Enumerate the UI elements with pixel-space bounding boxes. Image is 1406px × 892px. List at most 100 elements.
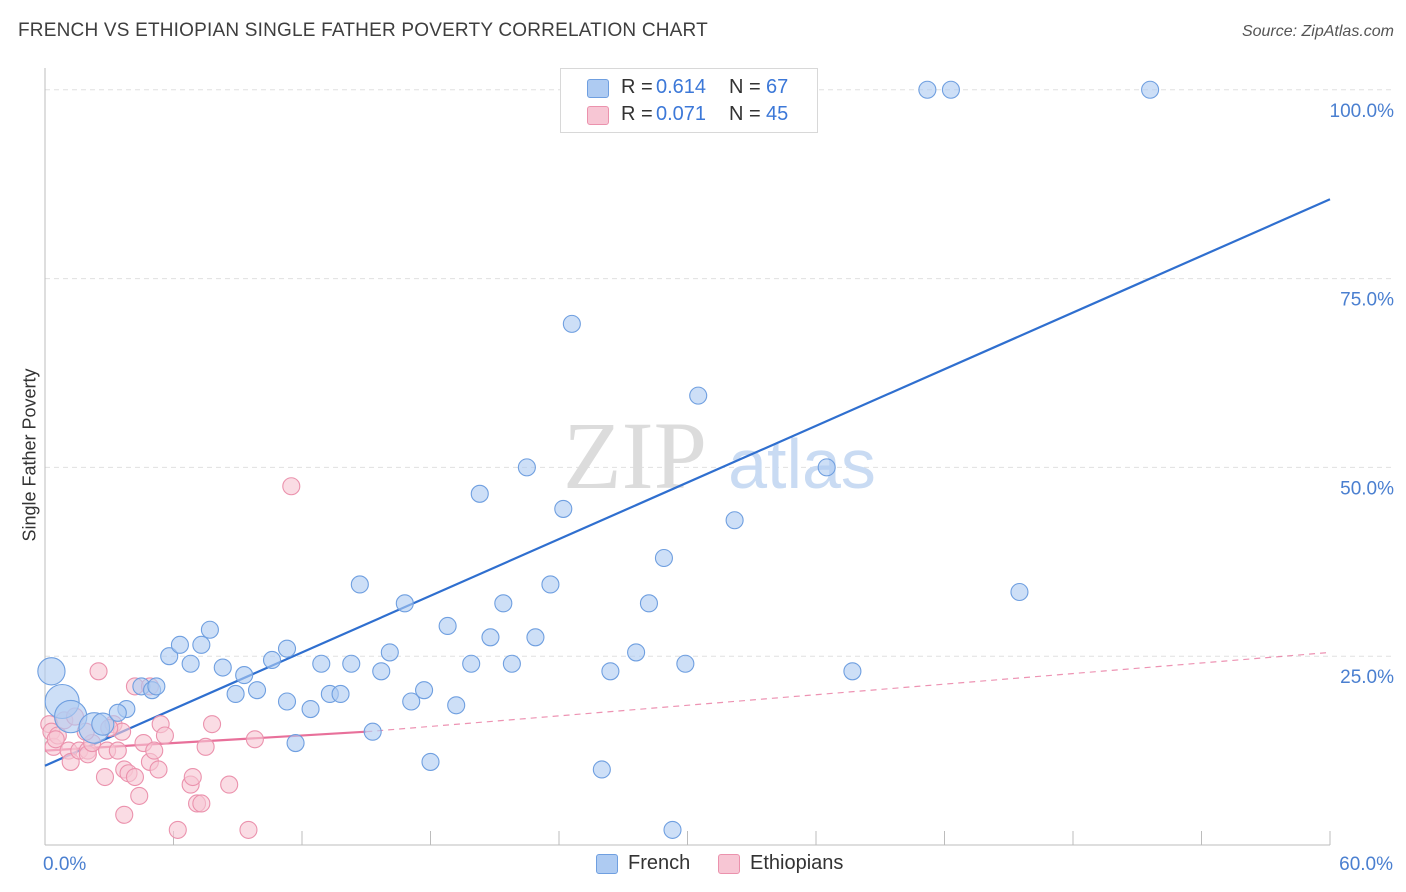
point-french: [438, 616, 457, 636]
point-french: [676, 654, 695, 673]
tick-labels: 25.0% 50.0% 75.0% 100.0% 0.0% 60.0%: [43, 101, 1394, 875]
point-french: [526, 628, 545, 647]
data-points: [37, 80, 1160, 839]
point-french: [395, 594, 414, 613]
trend-line-french: [44, 198, 1331, 767]
point-ethiopians: [155, 726, 174, 745]
point-french: [301, 700, 320, 719]
legend-label: French: [628, 852, 691, 874]
point-ethiopians: [149, 760, 168, 779]
point-french: [262, 650, 282, 670]
r-value: 0.071: [656, 103, 707, 125]
point-french: [37, 657, 66, 686]
point-ethiopians: [196, 737, 215, 756]
point-ethiopians: [203, 715, 222, 734]
point-french: [627, 643, 646, 662]
point-ethiopians: [125, 767, 144, 787]
point-french: [601, 662, 620, 681]
point-french: [517, 458, 536, 477]
point-french: [562, 314, 581, 333]
y-tick-label: 100.0%: [1330, 101, 1395, 122]
trend-line-ethiopians-projection: [366, 651, 1331, 733]
point-french: [350, 575, 369, 594]
point-french: [372, 662, 391, 681]
point-ethiopians: [192, 794, 211, 813]
n-label: N =: [729, 103, 761, 125]
french-swatch: [587, 79, 609, 98]
point-ethiopians: [95, 767, 115, 787]
stats-legend: R = 0.614 N = 67 R = 0.071 N = 45: [560, 68, 818, 133]
point-french: [213, 658, 232, 677]
n-label: N =: [729, 76, 761, 98]
point-french: [342, 654, 361, 673]
point-french: [277, 639, 297, 658]
point-french: [160, 647, 179, 666]
y-tick-label: 25.0%: [1340, 667, 1394, 688]
point-french: [91, 712, 115, 736]
grid-lines: [45, 89, 1395, 657]
point-french: [689, 386, 708, 405]
point-french: [725, 511, 744, 530]
point-french: [1141, 80, 1160, 99]
point-french: [402, 692, 421, 711]
point-french: [502, 654, 521, 673]
chart-title: FRENCH VS ETHIOPIAN SINGLE FATHER POVERT…: [18, 20, 708, 41]
point-french: [147, 677, 166, 696]
point-french: [235, 666, 254, 685]
point-french: [200, 620, 219, 639]
point-french: [247, 681, 267, 700]
point-french: [277, 692, 297, 711]
point-ethiopians: [282, 477, 301, 496]
french-swatch: [596, 854, 618, 874]
point-french: [192, 635, 211, 654]
r-value: 0.614: [656, 76, 707, 98]
point-ethiopians: [46, 730, 65, 749]
r-label: R =: [621, 76, 653, 98]
point-french: [554, 499, 573, 518]
point-french: [843, 662, 862, 681]
y-tick-label: 75.0%: [1340, 290, 1394, 311]
point-french: [918, 80, 937, 99]
point-ethiopians: [145, 741, 164, 760]
point-ethiopians: [183, 767, 202, 787]
point-ethiopians: [115, 805, 134, 824]
point-french: [1010, 582, 1029, 602]
n-value: 45: [766, 103, 789, 125]
point-french: [421, 752, 440, 771]
stats-legend-row-ethiopians: R = 0.071 N = 45: [561, 102, 817, 128]
point-ethiopians: [220, 775, 239, 794]
point-ethiopians: [168, 820, 187, 839]
point-french: [380, 643, 399, 662]
point-french: [470, 484, 489, 503]
point-french: [817, 458, 836, 477]
point-french: [639, 594, 659, 613]
point-french: [181, 654, 200, 673]
point-french: [663, 820, 682, 839]
point-french: [331, 684, 350, 704]
x-tick-label: 0.0%: [43, 854, 86, 875]
point-french: [108, 703, 127, 722]
y-tick-label: 50.0%: [1340, 478, 1394, 499]
point-french: [654, 548, 673, 568]
point-ethiopians: [239, 820, 258, 839]
legend-label: Ethiopians: [750, 852, 844, 874]
point-french: [226, 684, 245, 704]
stats-legend-row-french: R = 0.614 N = 67: [561, 75, 817, 101]
point-ethiopians: [245, 730, 264, 749]
point-ethiopians: [89, 662, 108, 681]
r-label: R =: [621, 103, 653, 125]
ethiopians-swatch: [587, 106, 609, 125]
point-french: [312, 654, 331, 673]
point-ethiopians: [130, 786, 149, 805]
watermark-atlas: atlas: [728, 425, 876, 503]
x-tick-label: 60.0%: [1339, 854, 1393, 875]
point-french: [363, 722, 382, 741]
ethiopians-swatch: [718, 854, 740, 874]
point-ethiopians: [108, 741, 127, 760]
point-french: [941, 80, 960, 99]
point-french: [286, 733, 305, 753]
point-french: [592, 760, 611, 779]
n-value: 67: [766, 76, 789, 98]
point-french: [481, 628, 500, 647]
point-french: [541, 575, 560, 594]
